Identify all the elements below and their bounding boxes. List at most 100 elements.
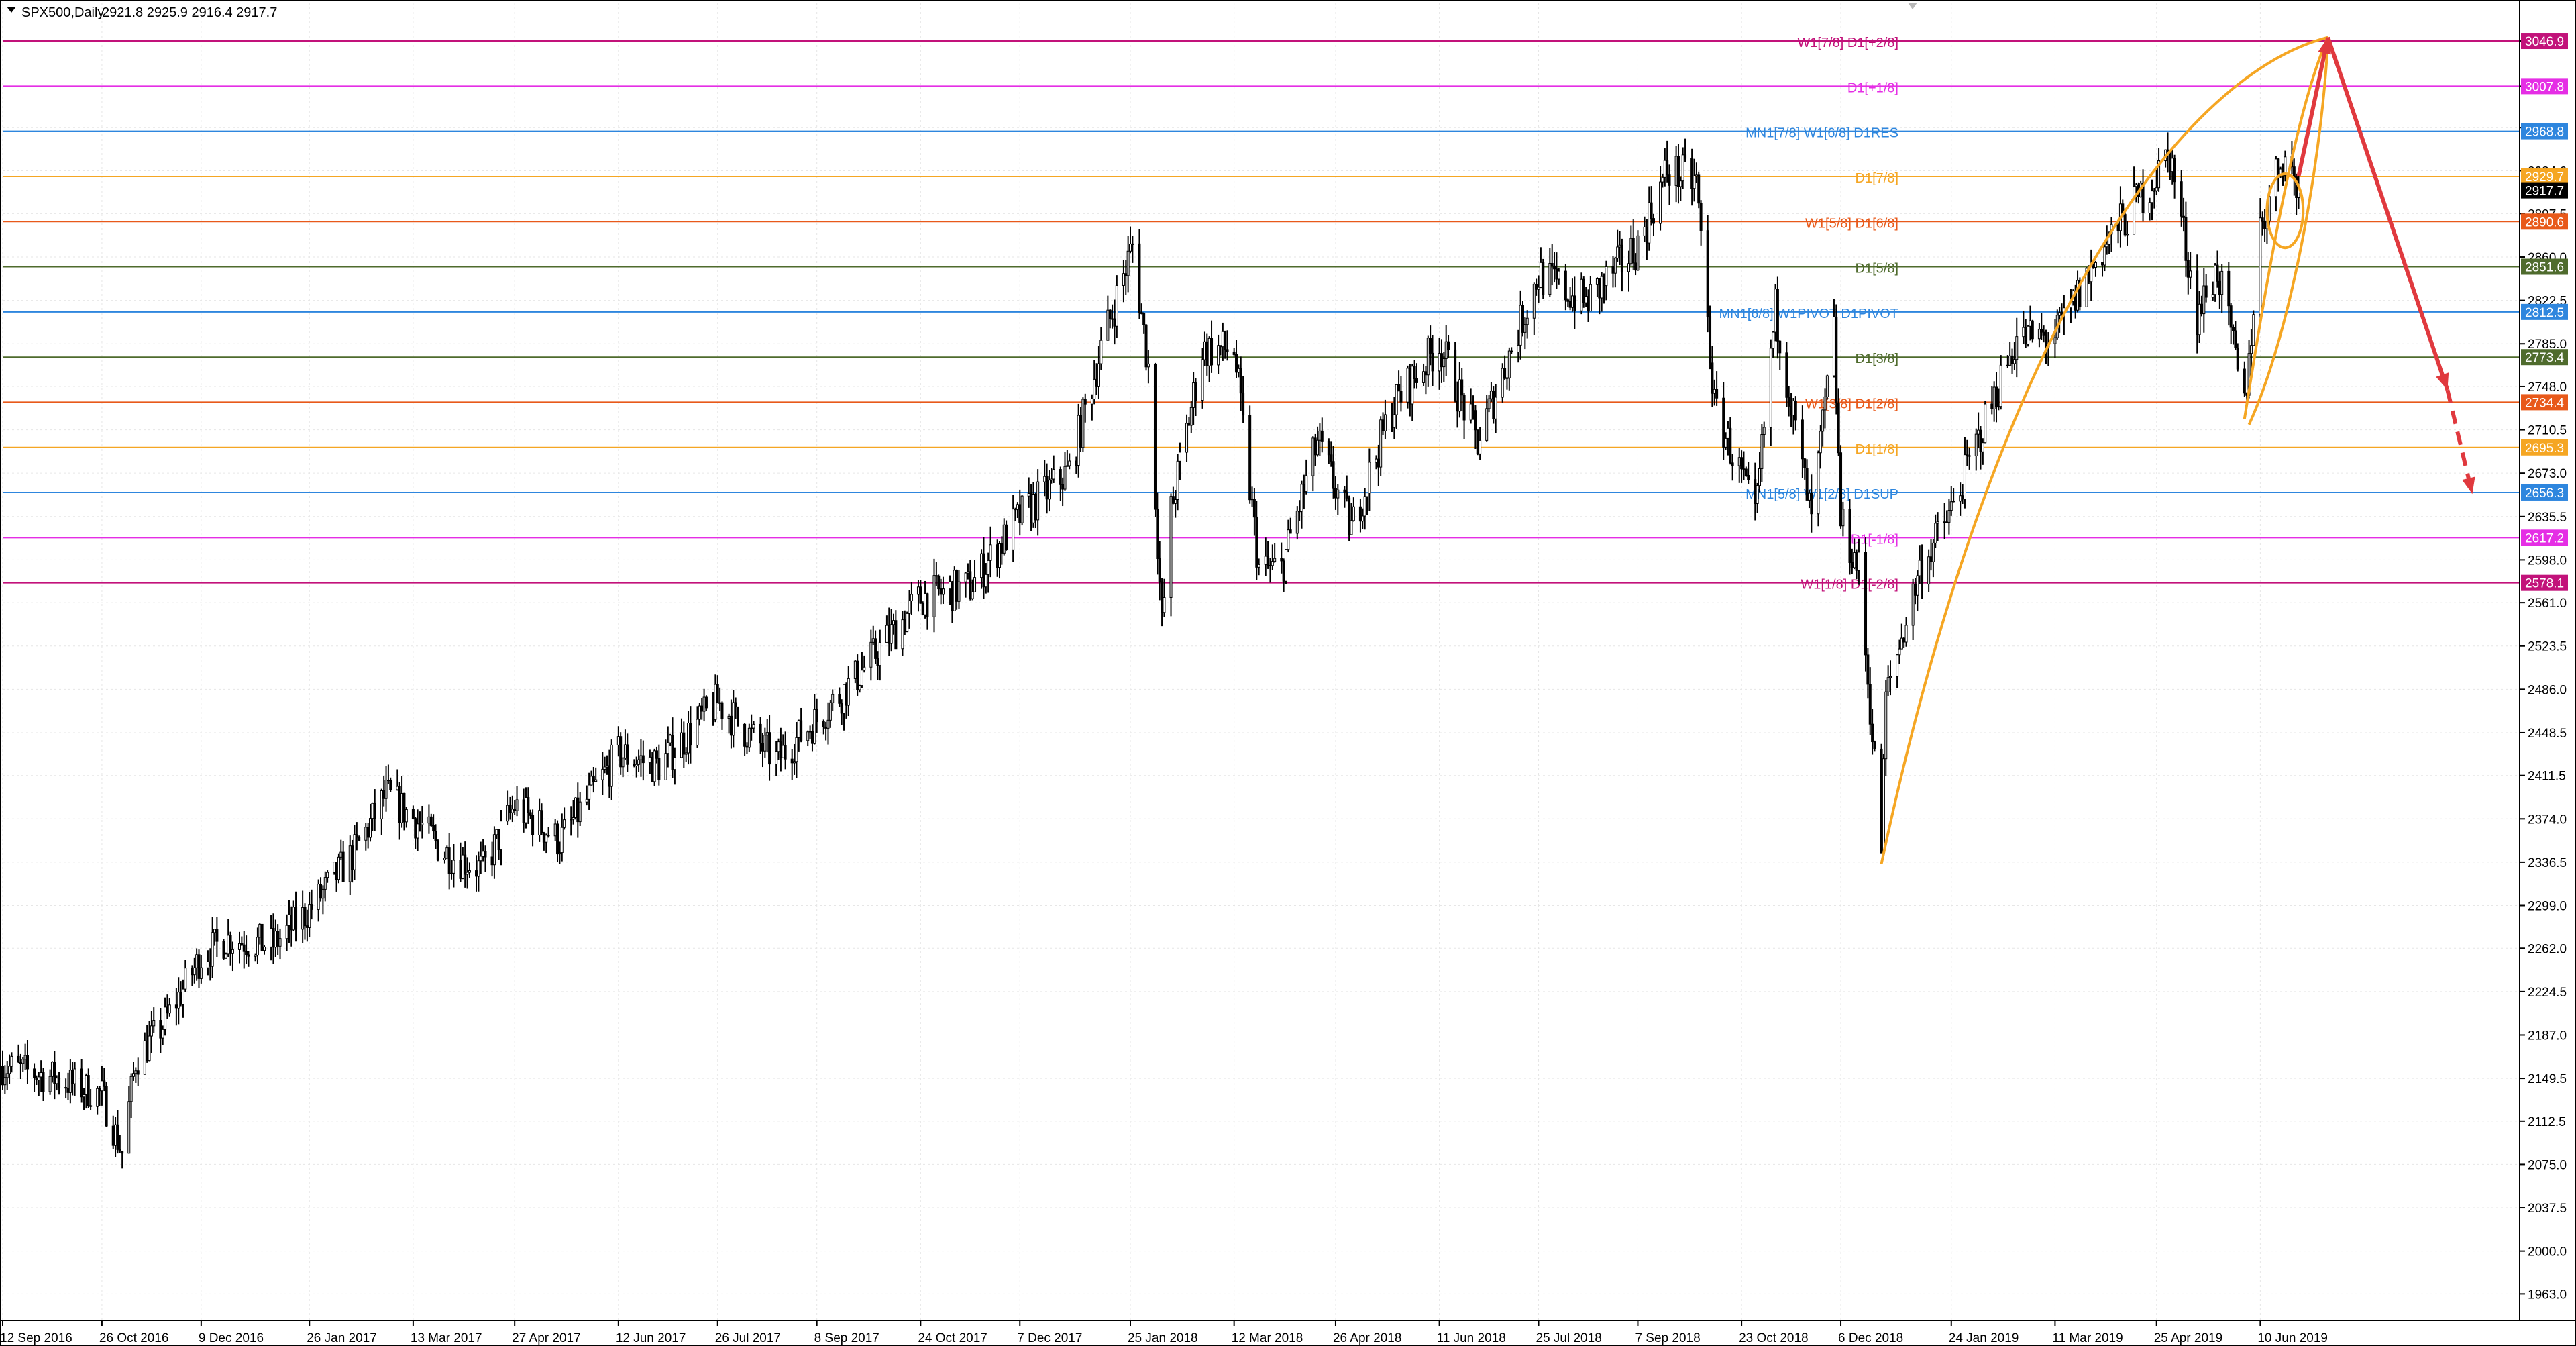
candle-body — [782, 745, 785, 758]
candle-body — [2092, 265, 2095, 268]
candle-body — [96, 1088, 99, 1107]
candle-body — [1494, 397, 1497, 419]
candle-body — [2008, 355, 2012, 366]
candle-body — [1169, 496, 1173, 598]
x-tick-label: 24 Jan 2019 — [1949, 1331, 2019, 1345]
candle-body — [1931, 542, 1935, 562]
candle-body — [1203, 341, 1206, 360]
candle-body — [2085, 268, 2088, 307]
candle-body — [1823, 396, 1827, 411]
candle-body — [87, 1075, 90, 1106]
candle-body — [1868, 684, 1872, 725]
candle-body — [2204, 285, 2208, 298]
candle-body — [1898, 648, 1901, 656]
level-label: D1[7/8] — [1856, 171, 1898, 186]
candle-body — [1083, 399, 1087, 405]
y-tick-label: 2523.5 — [2528, 640, 2567, 654]
candle-body — [2249, 345, 2253, 354]
candle-body — [143, 1040, 146, 1075]
candle-body — [1068, 460, 1071, 466]
candle-body — [134, 1070, 138, 1074]
candle-body — [1758, 468, 1762, 486]
candle-body — [1424, 371, 1428, 376]
candle-body — [696, 719, 699, 746]
candle-body — [810, 731, 814, 744]
forecast-arrow[interactable] — [2296, 37, 2330, 177]
price-tag — [2521, 168, 2568, 185]
candle-body — [953, 570, 956, 611]
forecast-arc[interactable] — [1880, 36, 2328, 864]
candle-body — [989, 544, 992, 561]
candle-body — [813, 709, 816, 744]
current-price-ellipse[interactable] — [2265, 172, 2305, 250]
candle-body — [1803, 458, 1807, 468]
candles — [1, 132, 2300, 1169]
candle-body — [1880, 748, 1883, 854]
candle-body — [1981, 442, 1984, 452]
x-tick-label: 11 Jun 2018 — [1437, 1331, 1506, 1345]
candle-body — [1316, 439, 1320, 456]
candle-body — [888, 625, 891, 644]
candle-body — [1555, 268, 1558, 280]
candle-body — [1140, 312, 1143, 314]
candle-body — [531, 815, 535, 835]
candle-body — [790, 758, 794, 764]
candle-body — [1284, 549, 1287, 582]
shift-marker-icon[interactable] — [1908, 3, 1917, 9]
candle-body — [1904, 625, 1908, 643]
candle-body — [869, 641, 873, 668]
candle-body — [2053, 337, 2057, 344]
candle-body — [1208, 338, 1211, 366]
forecast-arc[interactable] — [2243, 36, 2330, 419]
candle-body — [1557, 270, 1560, 280]
candle-body — [1537, 287, 1540, 290]
candle-body — [1030, 493, 1033, 523]
candle-body — [856, 660, 859, 690]
candle-body — [2198, 303, 2201, 335]
candle-body — [998, 543, 1002, 568]
candle-body — [1695, 174, 1698, 176]
candle-body — [2284, 156, 2287, 176]
forecast-arrow[interactable] — [2326, 36, 2450, 391]
candle-body — [1381, 419, 1385, 431]
level-label: D1[-1/8] — [1851, 532, 1898, 547]
candle-body — [1817, 452, 1820, 515]
candle-body — [1853, 552, 1856, 568]
forecast-annotations[interactable] — [1880, 36, 2475, 864]
x-tick-label: 27 Apr 2017 — [512, 1331, 580, 1345]
candle-body — [1115, 284, 1118, 327]
candle-body — [116, 1124, 119, 1150]
level-label: D1[1/8] — [1856, 442, 1898, 457]
forecast-arrow[interactable] — [2445, 389, 2475, 495]
candle-body — [1217, 345, 1220, 366]
candle-body — [1776, 289, 1779, 342]
price-tag — [2521, 258, 2568, 275]
candle-body — [513, 809, 517, 811]
triangle-down-icon[interactable] — [7, 7, 16, 13]
price-tag — [2521, 303, 2568, 320]
candle-body — [1397, 384, 1401, 392]
candle-body — [1744, 468, 1748, 476]
candle-body — [720, 702, 724, 719]
forecast-arc[interactable] — [2247, 37, 2330, 425]
candle-body — [1113, 318, 1116, 327]
candle-body — [1027, 493, 1030, 497]
candle-body — [42, 1072, 45, 1092]
candle-body — [301, 907, 305, 930]
candle-body — [973, 577, 977, 592]
candle-body — [400, 792, 404, 823]
candle-body — [863, 666, 866, 671]
candle-body — [129, 1076, 133, 1102]
candle-body — [2155, 187, 2158, 191]
candle-body — [164, 1006, 167, 1030]
candle-body — [515, 799, 519, 811]
candle-body — [951, 581, 954, 611]
candle-body — [166, 1006, 169, 1014]
candle-body — [1000, 543, 1004, 554]
candle-body — [871, 638, 875, 643]
candle-body — [136, 1070, 140, 1075]
candle-body — [2058, 312, 2061, 316]
candle-body — [506, 805, 510, 822]
